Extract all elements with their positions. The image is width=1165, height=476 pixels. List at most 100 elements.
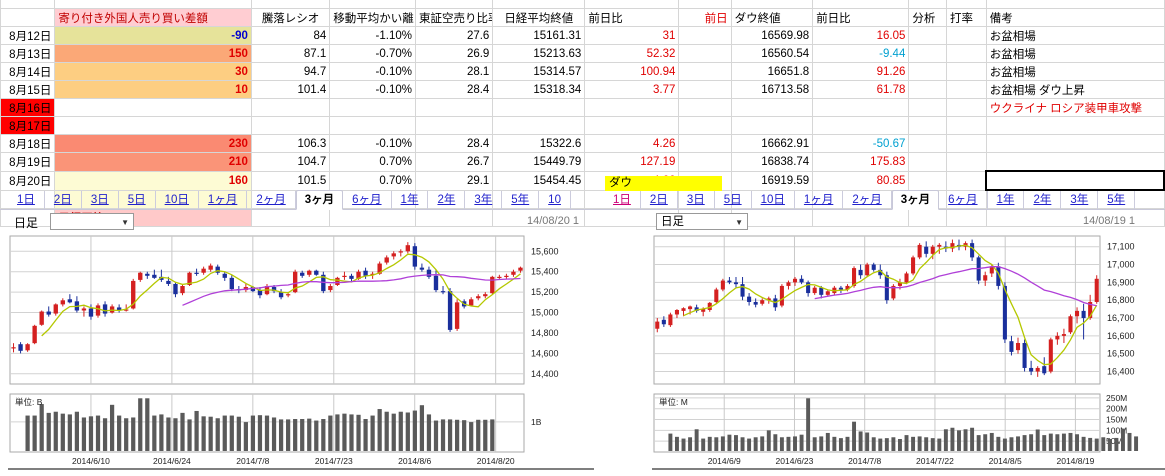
cell-nk[interactable]: 15322.6: [492, 134, 586, 153]
cell-ma[interactable]: 0.70%: [329, 152, 416, 172]
nikkei-tab-3年[interactable]: 3年: [465, 191, 503, 209]
cell-nkd[interactable]: 127.19: [584, 152, 680, 172]
cell-short[interactable]: [414, 116, 494, 135]
cell-dow[interactable]: 16560.54: [730, 44, 814, 63]
cell-note[interactable]: お盆相場: [985, 26, 1165, 45]
nikkei-tab-5年[interactable]: 5年: [502, 191, 540, 209]
cell-ma[interactable]: 0.70%: [329, 170, 416, 191]
cell-short[interactable]: 28.4: [414, 80, 494, 99]
dow-tab-2日[interactable]: 2日: [641, 191, 678, 209]
cell-diff[interactable]: 210: [54, 152, 252, 172]
cell-date[interactable]: 8月13日: [0, 44, 56, 63]
cell-anal[interactable]: [908, 134, 947, 153]
cell-anal[interactable]: [908, 170, 947, 191]
cell-ma[interactable]: [329, 116, 416, 135]
cell-note[interactable]: ウクライナ ロシア装甲車攻撃: [985, 98, 1165, 117]
cell-short[interactable]: 28.1: [414, 62, 494, 81]
dow-tab-6ヶ月[interactable]: 6ヶ月: [939, 191, 988, 209]
cell-avg[interactable]: [945, 134, 987, 153]
cell-ma[interactable]: -0.70%: [329, 44, 416, 63]
cell-anal[interactable]: [908, 44, 947, 63]
cell-ma[interactable]: [329, 98, 416, 117]
cell-ratio[interactable]: 84: [250, 26, 331, 45]
cell-anal[interactable]: [908, 98, 947, 117]
cell-nk[interactable]: 15449.79: [492, 152, 586, 172]
cell-anal[interactable]: [908, 62, 947, 81]
nikkei-tab-10日[interactable]: 10日: [156, 191, 199, 209]
cell-dow[interactable]: 16713.58: [730, 80, 814, 99]
cell-prev[interactable]: [678, 116, 732, 135]
dow-tab-1ヶ月[interactable]: 1ヶ月: [795, 191, 844, 209]
cell-short[interactable]: 26.9: [414, 44, 494, 63]
cell-dowd[interactable]: -9.44: [812, 44, 910, 63]
cell-ma[interactable]: -0.10%: [329, 80, 416, 99]
nikkei-tab-2年[interactable]: 2年: [428, 191, 466, 209]
cell-diff[interactable]: -90: [54, 26, 252, 45]
cell-dow[interactable]: [730, 98, 814, 117]
cell-dowd[interactable]: 61.78: [812, 80, 910, 99]
table-row[interactable]: 8月19日 210 104.7 0.70% 26.7 15449.79 127.19 1683…: [0, 152, 1165, 172]
dow-interval-select[interactable]: 日足 ▼: [656, 213, 748, 230]
cell-dow[interactable]: 16919.59: [730, 170, 814, 191]
nikkei-tab-1日[interactable]: 1日: [8, 191, 45, 209]
nikkei-tab-2ヶ月[interactable]: 2ヶ月: [247, 191, 296, 209]
table-row[interactable]: 8月17日: [0, 116, 1165, 135]
cell-prev[interactable]: [678, 80, 732, 99]
cell-avg[interactable]: [945, 170, 987, 191]
dow-tab-1年[interactable]: 1年: [988, 191, 1025, 209]
cell-avg[interactable]: [945, 98, 987, 117]
table-row[interactable]: 8月20日160101.50.70%29.115454.454.6616919.…: [0, 170, 1165, 191]
cell-ma[interactable]: -1.10%: [329, 26, 416, 45]
nikkei-tab-1ヶ月[interactable]: 1ヶ月: [199, 191, 248, 209]
cell-dow[interactable]: 16651.8: [730, 62, 814, 81]
cell-prev[interactable]: [678, 152, 732, 172]
cell-date[interactable]: 8月12日: [0, 26, 56, 45]
dow-tab-1日[interactable]: 1日: [604, 191, 641, 209]
cell-nk[interactable]: 15161.31: [492, 26, 586, 45]
cell-dow[interactable]: 16662.91: [730, 134, 814, 153]
dow-tab-5日[interactable]: 5日: [715, 191, 752, 209]
nikkei-tab-1年[interactable]: 1年: [392, 191, 429, 209]
cell-dow[interactable]: 16838.74: [730, 152, 814, 172]
cell-nkd[interactable]: 3.77: [584, 80, 680, 99]
nikkei-tab-2日[interactable]: 2日: [45, 191, 82, 209]
cell-avg[interactable]: [945, 116, 987, 135]
nikkei-interval-select[interactable]: ▼: [50, 213, 134, 230]
dow-tab-2年[interactable]: 2年: [1024, 191, 1062, 209]
cell-date[interactable]: 8月17日: [0, 116, 56, 135]
cell-diff[interactable]: 30: [54, 62, 252, 81]
cell-nkd[interactable]: 100.94: [584, 62, 680, 81]
table-row[interactable]: 8月16日 ウクライナ ロシア装甲車攻撃: [0, 98, 1165, 117]
cell-diff[interactable]: 10: [54, 80, 252, 99]
cell-short[interactable]: [414, 98, 494, 117]
cell-note[interactable]: [985, 116, 1165, 135]
cell-date[interactable]: 8月14日: [0, 62, 56, 81]
cell-dow[interactable]: 16569.98: [730, 26, 814, 45]
cell-nk[interactable]: [492, 116, 586, 135]
cell-ratio[interactable]: 94.7: [250, 62, 331, 81]
cell-note[interactable]: [985, 134, 1165, 153]
table-row[interactable]: 8月14日 30 94.7 -0.10% 28.1 15314.57 100.94 16651…: [0, 62, 1165, 81]
cell-diff[interactable]: 150: [54, 44, 252, 63]
cell-nkd[interactable]: [584, 98, 680, 117]
cell-avg[interactable]: [945, 44, 987, 63]
dow-tab-3ヶ月[interactable]: 3ヶ月: [891, 190, 940, 210]
cell-note[interactable]: お盆相場: [985, 44, 1165, 63]
cell-dowd[interactable]: 175.83: [812, 152, 910, 172]
cell-diff[interactable]: [54, 98, 252, 117]
nikkei-period-tabs[interactable]: 1日 2日 3日 5日 10日 1ヶ月 2ヶ月 3ヶ月 6ヶ月 1年 2年 3年 5年 10: [0, 190, 596, 210]
cell-avg[interactable]: [945, 152, 987, 172]
cell-avg[interactable]: [945, 26, 987, 45]
cell-diff[interactable]: [54, 189, 252, 209]
cell-anal[interactable]: [908, 116, 947, 135]
cell-dowd[interactable]: [812, 98, 910, 117]
cell-date[interactable]: 8月18日: [0, 134, 56, 153]
cell-nk[interactable]: [492, 98, 586, 117]
cell-prev[interactable]: [678, 44, 732, 63]
cell-ratio[interactable]: 101.5: [250, 170, 331, 191]
cell-ratio[interactable]: 87.1: [250, 44, 331, 63]
cell-ratio[interactable]: 104.7: [250, 152, 331, 172]
cell-ratio[interactable]: 106.3: [250, 134, 331, 153]
cell-avg[interactable]: [945, 62, 987, 81]
cell-ma[interactable]: -0.10%: [329, 134, 416, 153]
